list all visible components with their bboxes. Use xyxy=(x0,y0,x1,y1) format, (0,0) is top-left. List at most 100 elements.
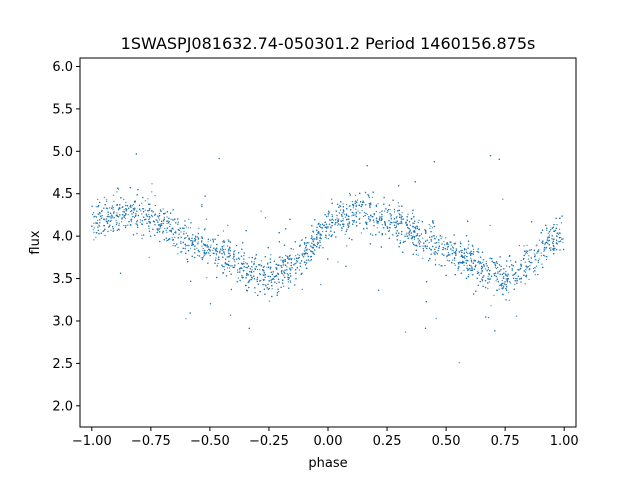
data-point xyxy=(215,253,218,255)
data-point xyxy=(308,248,310,250)
data-point xyxy=(358,204,360,206)
data-point xyxy=(210,239,212,241)
data-point xyxy=(330,235,332,238)
data-point xyxy=(529,249,531,251)
data-point xyxy=(428,224,430,226)
data-point xyxy=(194,252,196,254)
data-point xyxy=(393,208,396,211)
data-point xyxy=(485,260,487,262)
data-point xyxy=(189,227,192,229)
data-point xyxy=(93,231,95,233)
data-point xyxy=(413,230,415,232)
data-point xyxy=(408,233,410,235)
data-point xyxy=(221,249,223,251)
data-point xyxy=(409,229,412,231)
data-point xyxy=(118,222,120,224)
data-point xyxy=(112,208,114,210)
data-point xyxy=(159,231,161,233)
data-point xyxy=(359,217,361,219)
data-point xyxy=(185,237,187,239)
data-point xyxy=(365,222,367,224)
data-point xyxy=(316,244,319,246)
data-point xyxy=(212,238,214,240)
data-point xyxy=(135,223,137,225)
data-point xyxy=(98,224,100,226)
data-point xyxy=(500,265,502,267)
data-point xyxy=(397,202,399,204)
data-point xyxy=(123,225,125,227)
data-point xyxy=(417,238,419,240)
data-point xyxy=(408,231,410,233)
data-point xyxy=(287,281,289,283)
data-point xyxy=(336,214,338,217)
data-point xyxy=(172,219,174,221)
data-point xyxy=(249,279,251,281)
data-point xyxy=(322,247,324,249)
data-point xyxy=(466,251,468,253)
data-point xyxy=(431,236,433,238)
data-point xyxy=(488,281,490,283)
data-point xyxy=(352,207,355,209)
data-point xyxy=(99,222,101,224)
data-point xyxy=(538,239,541,241)
data-point xyxy=(406,216,408,218)
data-point xyxy=(110,217,112,219)
data-point xyxy=(111,217,113,219)
data-point xyxy=(497,272,499,275)
data-point xyxy=(491,260,493,263)
data-point xyxy=(345,265,347,267)
data-point xyxy=(202,249,204,252)
data-point xyxy=(424,327,427,329)
data-point xyxy=(127,224,129,226)
data-point xyxy=(413,243,415,246)
data-point xyxy=(125,210,127,212)
data-point xyxy=(183,227,185,229)
data-point xyxy=(111,207,113,209)
data-point xyxy=(464,257,466,260)
data-point xyxy=(342,203,344,205)
data-point xyxy=(205,252,207,254)
data-point xyxy=(550,247,552,249)
data-point xyxy=(455,251,457,253)
data-point xyxy=(136,219,139,221)
data-point xyxy=(101,209,103,212)
data-point xyxy=(455,249,458,251)
data-point xyxy=(227,224,229,226)
data-point xyxy=(455,254,457,256)
data-point xyxy=(477,248,479,250)
data-point xyxy=(284,276,286,278)
data-point xyxy=(147,216,149,218)
data-point xyxy=(379,217,381,219)
data-point xyxy=(526,252,528,254)
data-point xyxy=(284,260,286,262)
data-point xyxy=(91,205,93,207)
data-point xyxy=(536,244,538,246)
data-point xyxy=(257,294,259,296)
data-point xyxy=(466,267,468,269)
data-point xyxy=(537,274,539,276)
data-point xyxy=(405,223,407,225)
data-point xyxy=(534,270,536,272)
data-point xyxy=(543,250,545,252)
data-point xyxy=(223,252,225,254)
data-point xyxy=(528,269,530,271)
data-point xyxy=(529,268,531,270)
data-point xyxy=(230,288,232,291)
data-point xyxy=(239,279,241,282)
data-point xyxy=(372,191,374,193)
data-point xyxy=(331,225,333,227)
data-point xyxy=(191,240,193,242)
data-point xyxy=(259,269,261,271)
data-point xyxy=(180,236,182,238)
data-point xyxy=(515,277,517,280)
data-point xyxy=(482,261,484,263)
data-point xyxy=(123,216,125,218)
data-point xyxy=(147,198,149,200)
data-point xyxy=(369,206,371,208)
data-point xyxy=(162,208,164,210)
data-point xyxy=(401,215,403,218)
data-point xyxy=(535,245,537,247)
data-point xyxy=(381,224,383,226)
data-point xyxy=(487,282,489,284)
data-point xyxy=(354,214,356,216)
